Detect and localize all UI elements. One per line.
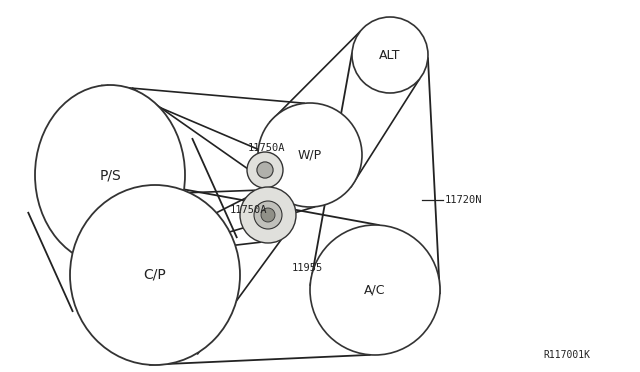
Text: C/P: C/P	[143, 268, 166, 282]
Circle shape	[258, 103, 362, 207]
Ellipse shape	[35, 85, 185, 265]
Text: 11750A: 11750A	[230, 205, 268, 215]
Circle shape	[261, 208, 275, 222]
Circle shape	[257, 162, 273, 178]
Circle shape	[247, 152, 283, 188]
Text: W/P: W/P	[298, 148, 322, 161]
Circle shape	[240, 187, 296, 243]
Ellipse shape	[70, 185, 240, 365]
Text: A/C: A/C	[364, 283, 386, 296]
Text: 11720N: 11720N	[445, 195, 483, 205]
Text: ALT: ALT	[380, 48, 401, 61]
Circle shape	[352, 17, 428, 93]
Circle shape	[310, 225, 440, 355]
Text: 11750A: 11750A	[248, 143, 285, 153]
Text: R117001K: R117001K	[543, 350, 590, 360]
Circle shape	[254, 201, 282, 229]
Text: P/S: P/S	[99, 168, 121, 182]
Text: 11955: 11955	[292, 263, 323, 273]
